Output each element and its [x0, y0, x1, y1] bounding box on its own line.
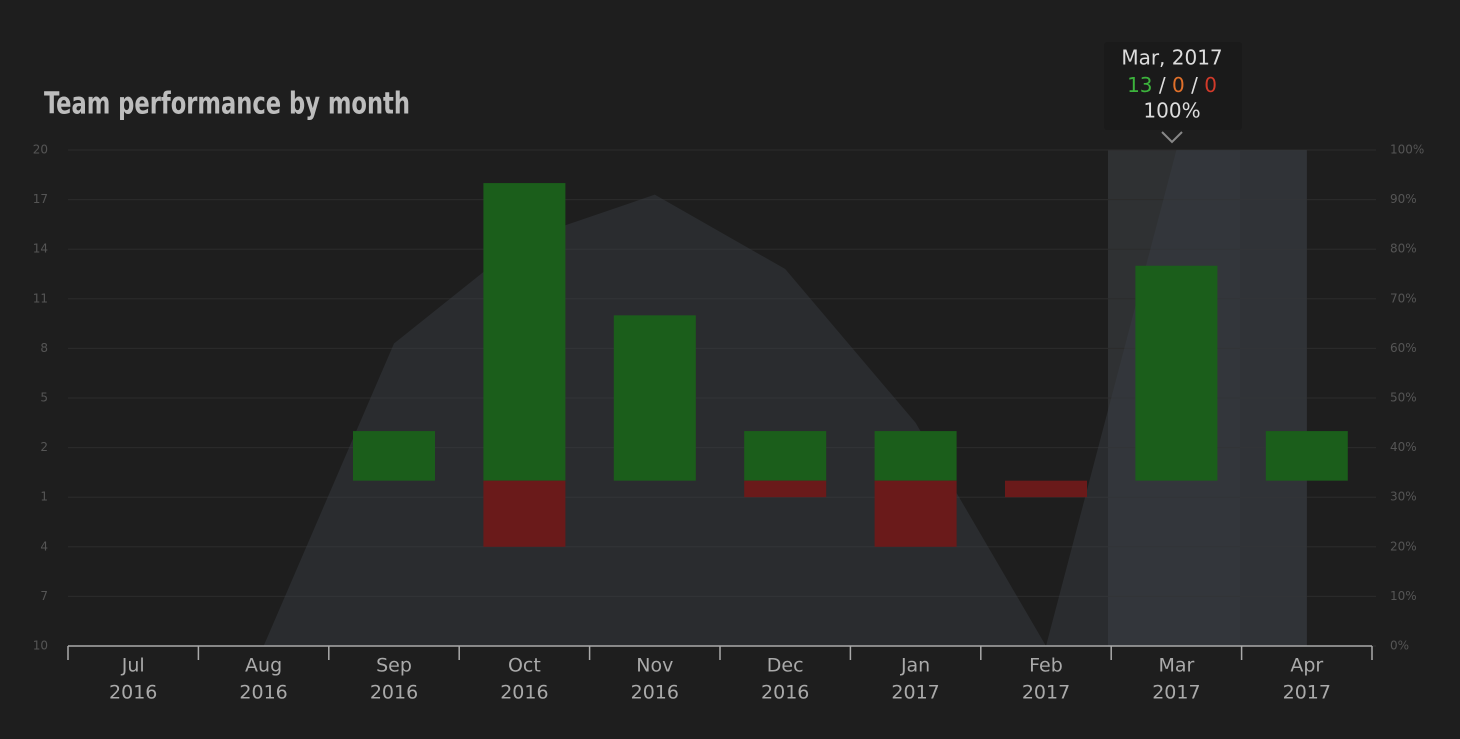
y2-tick-label: 50% [1390, 391, 1417, 405]
y2-tick-label: 60% [1390, 341, 1417, 355]
y-tick-label: 20 [33, 143, 48, 157]
y2-tick-label: 80% [1390, 242, 1417, 256]
tooltip-record: 13 / 0 / 0 [1127, 73, 1217, 97]
x-tick-label: Oct [508, 655, 541, 677]
x-tick-label: 2016 [370, 682, 418, 704]
y2-tick-label: 90% [1390, 192, 1417, 206]
x-tick-label: Feb [1029, 655, 1063, 677]
tooltip: Mar, 2017 13 / 0 / 0 100% [1104, 42, 1242, 144]
y2-tick-label: 30% [1390, 490, 1417, 504]
tooltip-percent: 100% [1143, 99, 1200, 123]
x-tick-label: 2017 [1152, 682, 1200, 704]
x-tick-label: Jan [900, 655, 930, 677]
x-tick-label: Aug [245, 655, 282, 677]
x-tick-label: 2017 [891, 682, 939, 704]
bar [483, 183, 566, 481]
tooltip-sep: / [1159, 73, 1166, 97]
x-tick-label: 2016 [239, 682, 287, 704]
y2-tick-label: 70% [1390, 291, 1417, 305]
chart-title: Team performance by month [44, 87, 410, 122]
tooltip-draws: 0 [1172, 73, 1185, 97]
bar [613, 315, 696, 481]
x-tick-label: Jul [121, 655, 145, 677]
tooltip-sep: / [1191, 73, 1198, 97]
tooltip-arrow [1161, 131, 1183, 144]
tooltip-box [1104, 42, 1242, 130]
x-tick-label: 2016 [761, 682, 809, 704]
y-tick-label: 8 [40, 341, 48, 355]
x-tick-label: Nov [636, 655, 673, 677]
bar [1005, 480, 1087, 498]
y2-tick-label: 0% [1390, 639, 1409, 653]
bar [874, 480, 957, 547]
bar [1135, 265, 1218, 481]
bar [874, 431, 957, 481]
x-tick-label: 2017 [1283, 682, 1331, 704]
y-tick-label: 10 [33, 639, 48, 653]
tooltip-title: Mar, 2017 [1121, 46, 1222, 70]
bar [744, 480, 827, 498]
y-tick-label: 4 [40, 539, 48, 553]
y2-tick-label: 20% [1390, 539, 1417, 553]
plot [68, 149, 1376, 647]
x-tick-label: 2016 [631, 682, 679, 704]
tooltip-losses: 0 [1204, 73, 1217, 97]
y-tick-label: 7 [40, 589, 48, 603]
y-tick-label: 1 [40, 490, 48, 504]
y2-tick-label: 10% [1390, 589, 1417, 603]
x-tick-label: Dec [767, 655, 804, 677]
x-tick-label: Sep [376, 655, 412, 677]
bar [744, 431, 827, 481]
x-tick-label: 2016 [109, 682, 157, 704]
tooltip-wins: 13 [1127, 73, 1152, 97]
y-tick-label: 14 [33, 242, 48, 256]
y-tick-label: 2 [40, 440, 48, 454]
bar [483, 480, 566, 547]
x-tick-label: Apr [1290, 655, 1323, 677]
y2-tick-label: 100% [1390, 143, 1424, 157]
y-tick-label: 5 [40, 391, 48, 405]
x-tick-label: 2016 [500, 682, 548, 704]
x-tick-label: Mar [1158, 655, 1194, 677]
x-tick-label: 2017 [1022, 682, 1070, 704]
bar [1265, 431, 1348, 481]
y2-tick-label: 40% [1390, 440, 1417, 454]
y-tick-label: 11 [33, 291, 48, 305]
bar [353, 431, 435, 481]
y-tick-label: 17 [33, 192, 48, 206]
win-rate-area [133, 150, 1307, 646]
